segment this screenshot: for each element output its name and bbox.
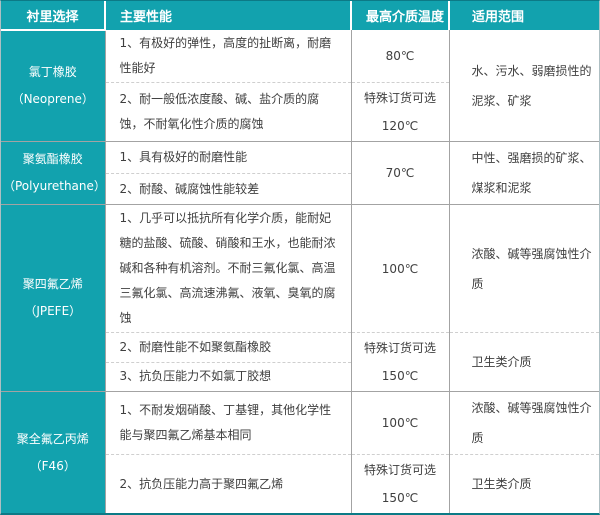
temperature-cell: 80℃ (350, 30, 449, 83)
temp-note: 特殊订货可选 (363, 341, 436, 355)
material-alias: （Polyurethane） (3, 179, 106, 193)
range-cell: 卫生类介质 (448, 454, 599, 513)
material-alias: （JPEFE） (24, 304, 82, 318)
material-name: 聚四氟乙烯 (22, 277, 83, 291)
header-performance: 主要性能 (104, 1, 351, 30)
performance-cell: 2、耐磨性能不如聚氨酯橡胶 (104, 332, 351, 362)
performance-cell: 2、耐酸、碱腐蚀性能较差 (104, 173, 351, 205)
range-cell: 卫生类介质 (448, 332, 599, 392)
temperature-cell: 特殊订货可选 150℃ (350, 454, 449, 513)
table-row: 2、耐磨性能不如聚氨酯橡胶 特殊订货可选 150℃ 卫生类介质 (1, 332, 599, 392)
temperature-cell: 70℃ (350, 141, 449, 205)
table-row: 2、耐酸、碱腐蚀性能较差 (1, 173, 599, 205)
range-cell: 中性、强磨损的矿浆、煤浆和泥浆 (448, 141, 599, 205)
table-row: 3、抗负压能力不如氯丁胶想 (1, 361, 599, 392)
temp-value: 150℃ (381, 491, 419, 505)
material-cell-f46: 聚全氟乙丙烯 （F46） (1, 391, 106, 513)
material-alias: （Neoprene） (11, 92, 94, 106)
table-row: 氯丁橡胶 （Neoprene） 1、有极好的弹性，高度的扯断离，耐磨性能好 80… (1, 29, 599, 142)
temperature-cell: 100℃ (350, 391, 449, 455)
performance-cell: 3、抗负压能力不如氯丁胶想 (104, 361, 351, 392)
performance-cell: 1、有极好的弹性，高度的扯断离，耐磨性能好 (104, 30, 351, 83)
material-cell-neoprene: 氯丁橡胶 （Neoprene） (1, 29, 106, 142)
performance-cell: 1、几乎可以抵抗所有化学介质，能耐妃糖的盐酸、硫酸、硝酸和王水，也能耐浓碱和各种… (104, 204, 351, 333)
temperature-cell: 特殊订货可选 120℃ (350, 82, 449, 142)
temp-note: 特殊订货可选 (363, 463, 436, 477)
performance-cell: 2、耐一般低浓度酸、碱、盐介质的腐蚀，不耐氧化性介质的腐蚀 (104, 82, 351, 142)
material-cell-polyurethane: 聚氨酯橡胶 （Polyurethane） (1, 141, 106, 205)
range-cell: 浓酸、碱等强腐蚀性介质 (448, 391, 599, 455)
performance-cell: 2、抗负压能力高于聚四氟乙烯 (104, 454, 351, 513)
header-lining: 衬里选择 (1, 1, 105, 30)
table-row: 聚氨酯橡胶 （Polyurethane） 1、具有极好的耐磨性能 70℃ 中性、… (1, 140, 599, 205)
material-alias: （F46） (29, 458, 76, 473)
temp-value: 120℃ (381, 119, 419, 133)
range-cell: 浓酸、碱等强腐蚀性介质 (448, 204, 599, 333)
performance-cell: 1、具有极好的耐磨性能 (104, 140, 351, 174)
material-name: 聚氨酯橡胶 (22, 152, 83, 166)
range-cell: 水、污水、弱磨损性的泥浆、矿浆 (448, 30, 599, 142)
temperature-cell: 100℃ (350, 204, 449, 333)
table-row: 聚四氟乙烯 （JPEFE） 1、几乎可以抵抗所有化学介质，能耐妃糖的盐酸、硫酸、… (1, 204, 599, 392)
material-cell-ptfe: 聚四氟乙烯 （JPEFE） (1, 204, 106, 392)
temp-value: 150℃ (381, 369, 419, 383)
temperature-cell: 特殊订货可选 150℃ (350, 332, 449, 392)
header-max-temp: 最高介质温度 (350, 1, 449, 30)
table-row: 聚全氟乙丙烯 （F46） 1、不耐发烟硝酸、丁基锂，其他化学性能与聚四氟乙烯基本… (1, 391, 599, 513)
header-row: 衬里选择 主要性能 最高介质温度 适用范围 (1, 1, 599, 30)
material-name: 聚全氟乙丙烯 (16, 431, 89, 446)
table-row: 2、耐一般低浓度酸、碱、盐介质的腐蚀，不耐氧化性介质的腐蚀 特殊订货可选 120… (1, 82, 599, 142)
header-range: 适用范围 (448, 1, 599, 30)
material-name: 氯丁橡胶 (28, 65, 77, 79)
performance-cell: 1、不耐发烟硝酸、丁基锂，其他化学性能与聚四氟乙烯基本相同 (104, 391, 351, 455)
temp-note: 特殊订货可选 (363, 91, 436, 105)
